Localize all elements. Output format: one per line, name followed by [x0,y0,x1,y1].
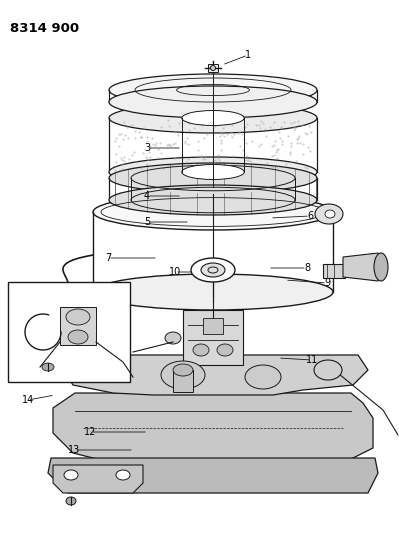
Ellipse shape [109,86,317,118]
Ellipse shape [217,344,233,356]
Ellipse shape [325,210,335,218]
Ellipse shape [109,185,317,215]
Polygon shape [63,355,368,395]
Text: 11: 11 [306,355,318,365]
Bar [60,307,96,345]
Ellipse shape [165,332,181,344]
Ellipse shape [314,360,342,380]
Ellipse shape [109,157,317,187]
Bar [8,282,130,382]
Text: 4: 4 [144,191,150,201]
Polygon shape [53,465,143,493]
Bar [323,264,345,278]
Ellipse shape [64,470,78,480]
Ellipse shape [161,361,205,389]
Ellipse shape [93,194,333,230]
Polygon shape [48,458,378,493]
Ellipse shape [93,274,333,310]
Text: 12: 12 [84,427,96,437]
Ellipse shape [109,74,317,106]
Ellipse shape [116,470,130,480]
Bar [203,318,223,334]
Polygon shape [53,393,373,463]
Polygon shape [343,253,385,281]
Ellipse shape [374,253,388,281]
Text: 5: 5 [144,217,150,227]
Ellipse shape [191,258,235,282]
Text: 13: 13 [68,445,80,455]
Ellipse shape [245,365,281,389]
Bar [321,208,339,220]
Ellipse shape [182,165,244,180]
Ellipse shape [42,363,54,371]
Text: 10: 10 [169,267,181,277]
Ellipse shape [68,330,88,344]
Bar [173,370,193,392]
Ellipse shape [66,497,76,505]
Text: 14: 14 [22,395,34,405]
Text: 1: 1 [245,50,251,60]
Ellipse shape [201,263,225,277]
Ellipse shape [211,66,215,70]
Ellipse shape [66,309,90,325]
Text: 9: 9 [324,278,330,288]
Ellipse shape [315,204,343,224]
Text: 8: 8 [304,263,310,273]
Ellipse shape [109,163,317,193]
Text: 7: 7 [105,253,111,263]
Ellipse shape [109,103,317,133]
Text: 2: 2 [144,87,150,97]
Text: 3: 3 [144,143,150,153]
Ellipse shape [173,364,193,376]
Bar [208,64,218,72]
Ellipse shape [182,110,244,125]
Text: 6: 6 [307,211,313,221]
Text: 8314 900: 8314 900 [10,22,79,35]
Bar [183,310,243,365]
Ellipse shape [193,344,209,356]
